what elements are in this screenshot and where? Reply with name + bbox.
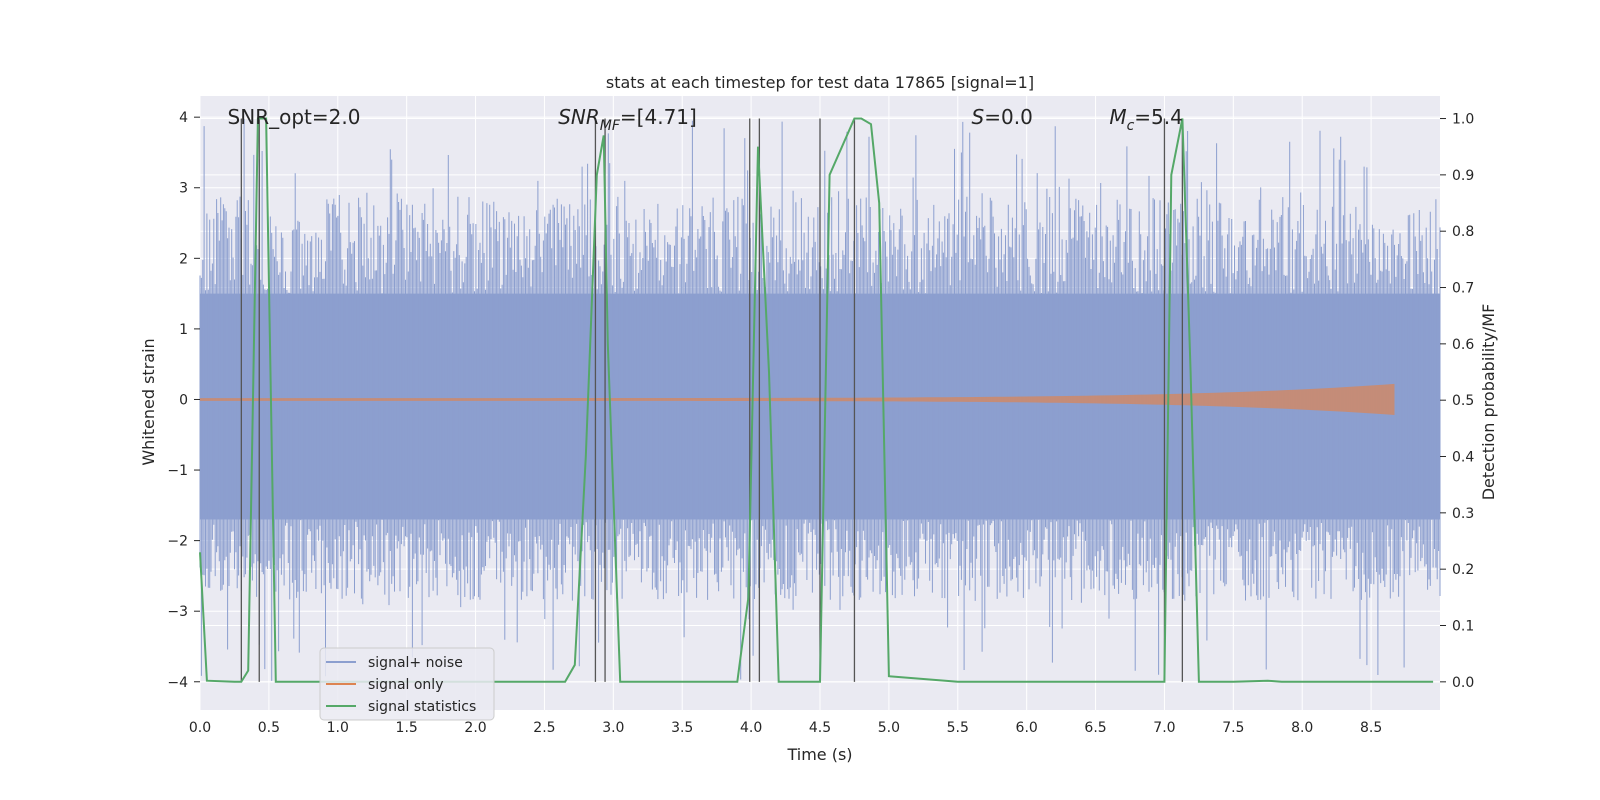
legend-box	[319, 647, 495, 721]
y-tick-label: 1	[179, 322, 188, 338]
y2-tick-label: 0.4	[1452, 450, 1474, 466]
y2-tick-label: 0.2	[1452, 562, 1474, 578]
signal-statistics-line	[199, 117, 1434, 683]
x-tick-label: 6.0	[1016, 720, 1038, 736]
y-tick-label: 0	[179, 392, 188, 408]
s-annotation: S=0.0	[972, 105, 1033, 129]
x-tick-label: 6.5	[1084, 720, 1106, 736]
y2-tick-label: 0.7	[1452, 281, 1474, 297]
x-tick-label: 8.0	[1291, 720, 1313, 736]
legend-label-noise: signal+ noise	[368, 655, 463, 671]
x-tick-label: 2.0	[464, 720, 486, 736]
x-tick-label: 4.5	[809, 720, 831, 736]
y2-tick-label: 0.5	[1452, 393, 1474, 409]
signal-statistics-series	[199, 117, 1434, 683]
signal-only-chirp	[200, 383, 1395, 415]
y2-axis-title: Detection probability/MF	[1479, 304, 1498, 501]
snr-mf-annotation: SNRMF=[4.71]	[558, 105, 697, 134]
y-tick-label: 4	[179, 110, 188, 126]
y2-tick-label: 0.8	[1452, 224, 1474, 240]
ticks: 0.0 0.5 1.0 1.5 2.0 2.5 3.0 3.5 4.0 4.5 5.0 5.5 6.0 6…	[167, 110, 1474, 736]
x-tick-label: 0.0	[189, 720, 211, 736]
x-tick-label: 8.5	[1360, 720, 1382, 736]
y-tick-label: −4	[167, 675, 188, 691]
x-tick-label: 0.5	[258, 720, 280, 736]
signal-only-series	[200, 383, 1395, 415]
x-axis-title: Time (s)	[786, 745, 852, 764]
x-tick-label: 3.0	[602, 720, 624, 736]
chart-title: stats at each timestep for test data 178…	[606, 73, 1034, 92]
y-tick-label: 2	[179, 251, 188, 267]
x-tick-label: 4.0	[740, 720, 762, 736]
x-tick-label: 3.5	[671, 720, 693, 736]
mc-annotation: Mc=5.4	[1109, 105, 1183, 134]
x-tick-label: 7.5	[1222, 720, 1244, 736]
y2-tick-label: 0.1	[1452, 619, 1474, 635]
y-tick-label: −3	[167, 604, 188, 620]
y-tick-label: −2	[167, 534, 188, 550]
x-tick-label: 1.0	[327, 720, 349, 736]
snr-opt-annotation: SNR_opt=2.0	[228, 105, 361, 129]
y2-tick-label: 1.0	[1452, 112, 1474, 128]
y2-tick-label: 0.6	[1452, 337, 1474, 353]
x-tick-label: 1.5	[396, 720, 418, 736]
y-tick-label: 3	[179, 181, 188, 197]
legend-label-signal-only: signal only	[368, 677, 443, 693]
legend: signal+ noise signal only signal statist…	[319, 647, 495, 721]
x-tick-label: 5.0	[878, 720, 900, 736]
x-tick-label: 2.5	[533, 720, 555, 736]
y2-tick-label: 0.9	[1452, 168, 1474, 184]
x-tick-label: 5.5	[947, 720, 969, 736]
annotations: SNR_opt=2.0 SNRMF=[4.71] S=0.0 Mc=5.4	[228, 105, 1183, 134]
y2-tick-label: 0.0	[1452, 675, 1474, 691]
y-axis-title: Whitened strain	[139, 338, 158, 465]
x-tick-label: 7.0	[1153, 720, 1175, 736]
y2-tick-label: 0.3	[1452, 506, 1474, 522]
y-tick-label: −1	[167, 463, 188, 479]
legend-label-statistics: signal statistics	[368, 699, 476, 715]
